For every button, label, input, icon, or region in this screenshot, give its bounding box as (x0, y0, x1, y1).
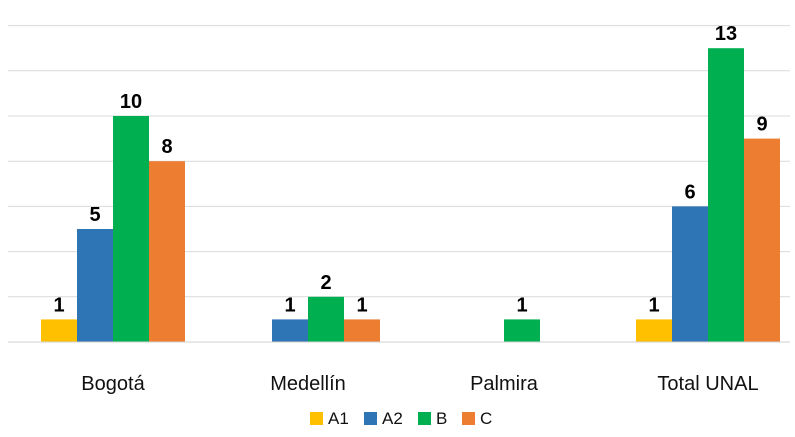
bar-c-bogotá (149, 161, 185, 342)
bar-a1-total-unal (636, 319, 672, 342)
data-label: 8 (161, 136, 172, 158)
x-tick-label: Bogotá (81, 373, 145, 395)
data-label: 5 (89, 204, 100, 226)
data-label: 1 (356, 294, 367, 316)
legend-swatch-c (462, 412, 475, 425)
data-label: 2 (320, 272, 331, 294)
legend-swatch-a2 (364, 412, 377, 425)
x-tick-label: Medellín (270, 373, 346, 395)
data-label: 1 (516, 294, 527, 316)
bar-c-total-unal (744, 138, 780, 342)
legend-label: A1 (328, 409, 349, 428)
data-label: 1 (53, 294, 64, 316)
x-tick-label: Total UNAL (657, 373, 758, 395)
data-label: 9 (756, 114, 767, 136)
legend-label: A2 (382, 409, 403, 428)
bar-a2-medellín (272, 319, 308, 342)
bar-a1-bogotá (41, 319, 77, 342)
legend-label: B (436, 409, 447, 428)
bar-c-medellín (344, 319, 380, 342)
data-label: 1 (284, 294, 295, 316)
legend-swatch-b (418, 412, 431, 425)
bar-b-total-unal (708, 48, 744, 342)
data-label: 10 (120, 91, 142, 113)
data-label: 13 (715, 23, 737, 45)
bar-a2-total-unal (672, 206, 708, 342)
data-label: 6 (684, 181, 695, 203)
legend-label: C (480, 409, 492, 428)
bar-b-bogotá (113, 116, 149, 342)
bar-b-palmira (504, 319, 540, 342)
bar-b-medellín (308, 296, 344, 342)
data-label: 1 (648, 294, 659, 316)
bar-a2-bogotá (77, 229, 113, 342)
x-tick-label: Palmira (470, 373, 539, 395)
legend-swatch-a1 (310, 412, 323, 425)
